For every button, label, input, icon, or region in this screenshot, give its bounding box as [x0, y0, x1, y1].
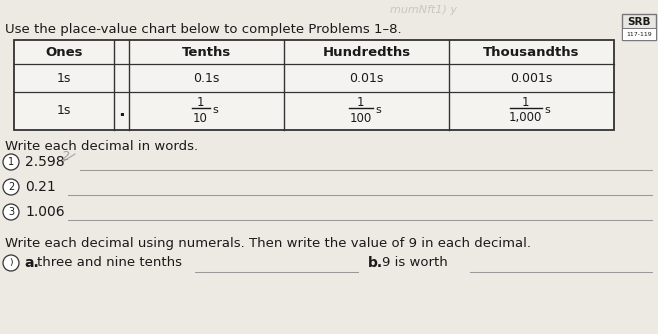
Text: 1,000: 1,000	[509, 112, 542, 125]
Text: 2: 2	[62, 150, 70, 163]
Text: s: s	[545, 105, 550, 115]
Text: SRB: SRB	[627, 17, 651, 27]
Text: s: s	[376, 105, 381, 115]
Text: ): )	[9, 259, 13, 268]
Text: 1s: 1s	[57, 105, 71, 118]
Text: b.: b.	[368, 256, 383, 270]
Text: 117-119: 117-119	[626, 32, 652, 37]
Text: 1: 1	[357, 96, 365, 109]
Text: 1: 1	[522, 96, 529, 109]
Text: 1s: 1s	[57, 71, 71, 85]
Text: Ones: Ones	[45, 45, 83, 58]
Text: 1: 1	[197, 96, 204, 109]
Text: 100: 100	[349, 112, 372, 125]
Circle shape	[3, 204, 19, 220]
Text: Tenths: Tenths	[182, 45, 231, 58]
Text: three and nine tenths: three and nine tenths	[37, 257, 182, 270]
Text: .: .	[118, 102, 125, 120]
Text: a.: a.	[24, 256, 39, 270]
Text: s: s	[213, 105, 218, 115]
Text: 9 is worth: 9 is worth	[382, 257, 447, 270]
Text: 2: 2	[8, 182, 14, 192]
Text: Write each decimal using numerals. Then write the value of 9 in each decimal.: Write each decimal using numerals. Then …	[5, 237, 531, 250]
Text: 2.598: 2.598	[25, 155, 64, 169]
Text: 0.01s: 0.01s	[349, 71, 384, 85]
Text: 0.001s: 0.001s	[511, 71, 553, 85]
Circle shape	[3, 154, 19, 170]
Text: 10: 10	[193, 112, 208, 125]
Text: Use the place-value chart below to complete Problems 1–8.: Use the place-value chart below to compl…	[5, 23, 401, 36]
Bar	[14, 40, 614, 130]
Circle shape	[3, 255, 19, 271]
Text: 3: 3	[8, 207, 14, 217]
FancyBboxPatch shape	[622, 28, 656, 40]
Circle shape	[3, 179, 19, 195]
Text: 1: 1	[8, 157, 14, 167]
Text: mumNft1) y: mumNft1) y	[390, 5, 457, 15]
FancyBboxPatch shape	[622, 14, 656, 40]
Text: Thousandths: Thousandths	[483, 45, 580, 58]
Text: 1.006: 1.006	[25, 205, 64, 219]
Text: Write each decimal in words.: Write each decimal in words.	[5, 140, 198, 153]
Text: 0.1s: 0.1s	[193, 71, 220, 85]
Text: 0.21: 0.21	[25, 180, 56, 194]
Text: Hundredths: Hundredths	[322, 45, 411, 58]
